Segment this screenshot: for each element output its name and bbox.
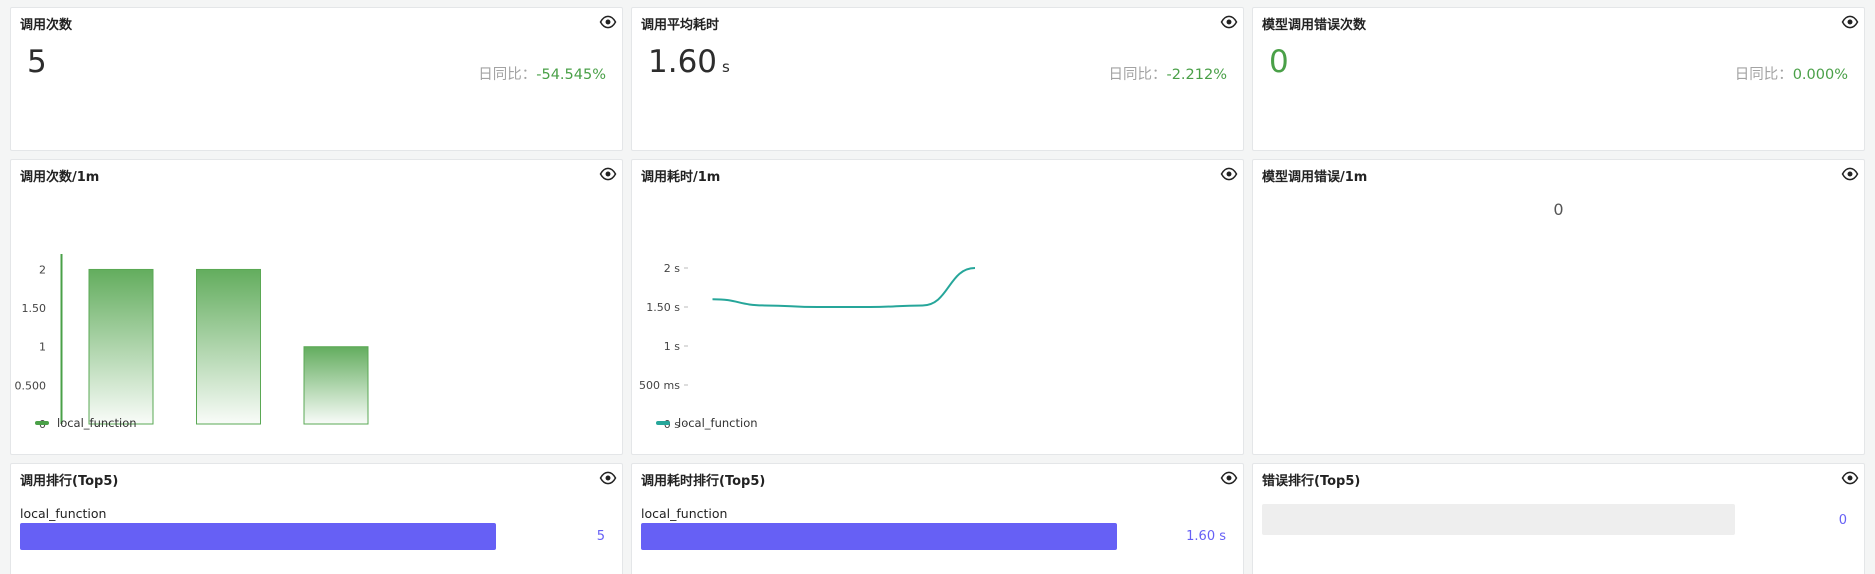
error-rank-panel: 错误排行(Top5) 0 xyxy=(1252,463,1865,574)
panel-title: 调用平均耗时 xyxy=(641,18,720,33)
rank-item-bar[interactable] xyxy=(641,523,1117,550)
avg-latency-panel: 调用平均耗时 1.60 s 日同比：-2.212% xyxy=(631,7,1244,151)
panel-title: 调用次数 xyxy=(20,18,73,33)
rank-item-value: 0 xyxy=(1838,513,1847,528)
latency-rank-panel: 调用耗时排行(Top5) local_function 1.60 s xyxy=(631,463,1244,574)
rank-item-name: local_function xyxy=(641,506,728,521)
legend-label: local_function xyxy=(678,416,758,430)
day-over-day: 日同比：0.000% xyxy=(1734,67,1848,83)
eye-icon[interactable] xyxy=(599,165,617,183)
call-rank-panel: 调用排行(Top5) local_function 5 xyxy=(10,463,623,574)
y-tick-label: 500 ms xyxy=(639,379,680,392)
y-tick-label: 0.500 xyxy=(15,379,47,392)
panel-title: 模型调用错误次数 xyxy=(1262,18,1367,33)
rank-item-name: local_function xyxy=(20,506,107,521)
series-line xyxy=(712,267,976,308)
calls-bar-chart: 00.50011.50215:09:0015:10:0015:11:0015:1… xyxy=(15,254,369,430)
y-tick-label: 1.50 s xyxy=(646,301,680,314)
chart-legend[interactable]: local_function xyxy=(35,416,137,430)
panel-title: 调用耗时/1m xyxy=(641,170,721,185)
rank-item-value: 1.60 s xyxy=(1186,529,1226,544)
panel-title: 错误排行(Top5) xyxy=(1262,474,1361,489)
model-errors-panel: 模型调用错误次数 0 日同比：0.000% xyxy=(1252,7,1865,151)
model-errors-value: 0 xyxy=(1269,44,1289,80)
eye-icon[interactable] xyxy=(599,13,617,31)
bar xyxy=(303,346,369,425)
rank-item-value: 5 xyxy=(596,529,605,544)
avg-latency-value: 1.60 s xyxy=(648,44,730,80)
day-over-day: 日同比：-54.545% xyxy=(478,67,606,83)
rank-item-bar-empty xyxy=(1262,504,1735,535)
model-errors-per-minute-value: 0 xyxy=(1553,200,1564,219)
y-tick-label: 1 s xyxy=(664,340,680,353)
panel-title: 调用次数/1m xyxy=(20,170,100,185)
rank-item-bar[interactable] xyxy=(20,523,496,550)
calls-value: 5 xyxy=(27,44,47,80)
chart-legend[interactable]: local_function xyxy=(656,416,758,430)
legend-swatch xyxy=(35,421,49,425)
bar xyxy=(88,268,154,425)
eye-icon[interactable] xyxy=(1220,469,1238,487)
model-errors-per-minute-panel: 模型调用错误/1m 0 xyxy=(1252,159,1865,455)
calls-per-minute-panel: 调用次数/1m 00.50011.50215:09:0015:10:0015:1… xyxy=(10,159,623,455)
eye-icon[interactable] xyxy=(1841,469,1859,487)
calls-panel: 调用次数 5 日同比：-54.545% xyxy=(10,7,623,151)
eye-icon[interactable] xyxy=(1220,165,1238,183)
legend-swatch xyxy=(656,421,670,425)
day-over-day: 日同比：-2.212% xyxy=(1108,67,1227,83)
eye-icon[interactable] xyxy=(599,469,617,487)
eye-icon[interactable] xyxy=(1220,13,1238,31)
y-tick-label: 2 xyxy=(39,263,46,276)
eye-icon[interactable] xyxy=(1841,13,1859,31)
y-tick-label: 2 s xyxy=(664,262,680,275)
bar xyxy=(196,268,261,425)
y-tick-label: 1 xyxy=(39,341,46,354)
eye-icon[interactable] xyxy=(1841,165,1859,183)
panel-title: 调用排行(Top5) xyxy=(20,474,119,489)
legend-label: local_function xyxy=(57,416,137,430)
panel-title: 调用耗时排行(Top5) xyxy=(641,474,766,489)
panel-title: 模型调用错误/1m xyxy=(1262,170,1368,185)
y-tick-label: 1.50 xyxy=(22,302,47,315)
